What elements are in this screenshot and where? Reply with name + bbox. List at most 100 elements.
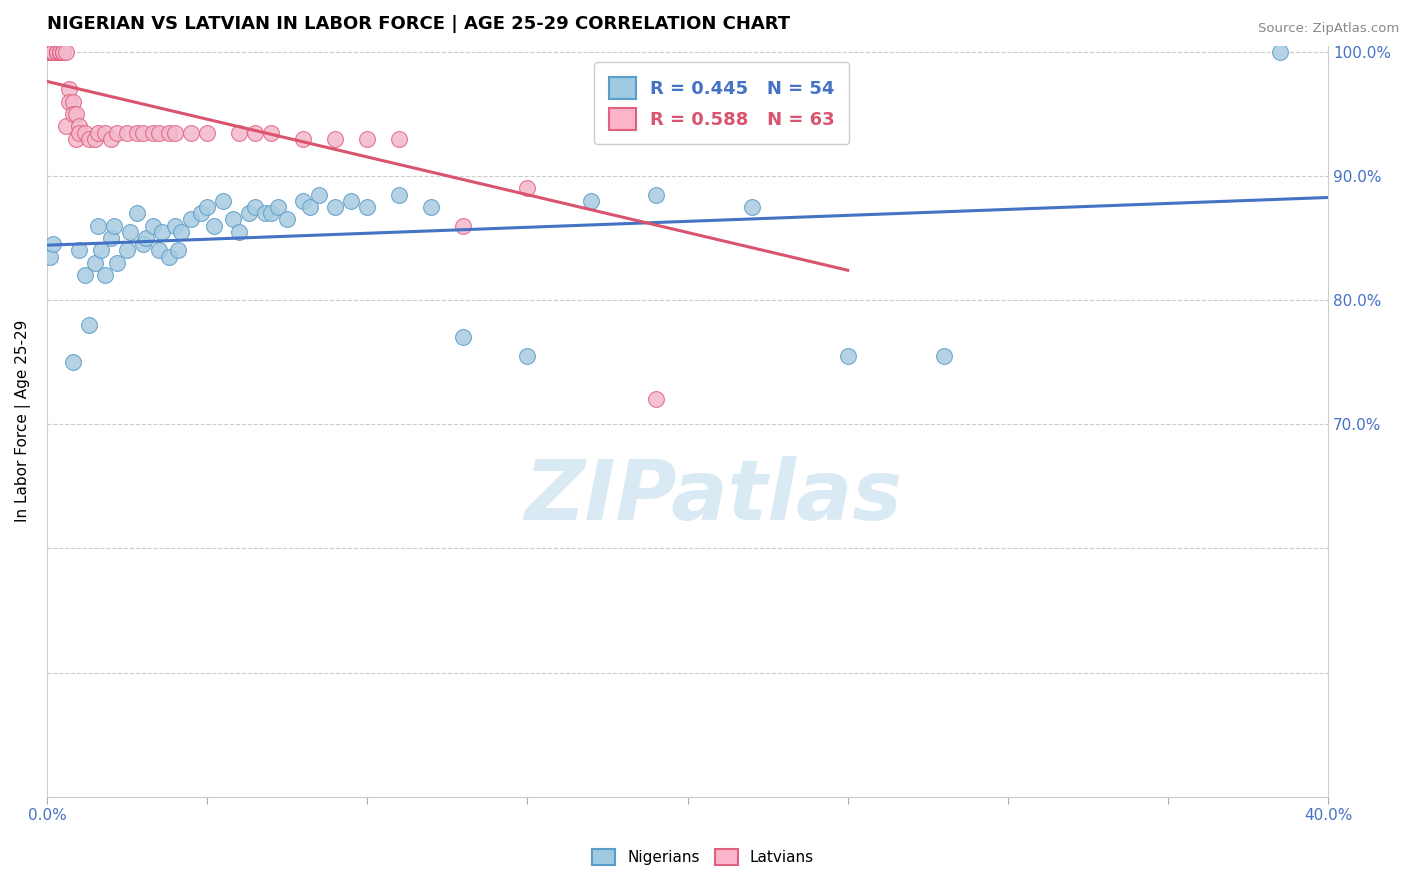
Point <box>243 126 266 140</box>
Point <box>49 45 72 59</box>
Point <box>298 200 321 214</box>
Point <box>644 187 666 202</box>
Point <box>340 194 363 208</box>
Point <box>87 219 110 233</box>
Point <box>125 206 148 220</box>
Point <box>132 126 155 140</box>
Point <box>356 200 378 214</box>
Text: Source: ZipAtlas.com: Source: ZipAtlas.com <box>1258 22 1399 36</box>
Point <box>142 126 165 140</box>
Point <box>388 132 411 146</box>
Point <box>75 268 97 283</box>
Point <box>420 200 443 214</box>
Point <box>39 45 62 59</box>
Point <box>58 95 80 109</box>
Point <box>150 225 173 239</box>
Point <box>45 45 67 59</box>
Point <box>77 132 100 146</box>
Point <box>49 45 72 59</box>
Point <box>39 45 62 59</box>
Point <box>228 225 250 239</box>
Point <box>77 318 100 332</box>
Legend: R = 0.445   N = 54, R = 0.588   N = 63: R = 0.445 N = 54, R = 0.588 N = 63 <box>595 62 849 145</box>
Point <box>148 126 170 140</box>
Point <box>125 126 148 140</box>
Point <box>90 244 112 258</box>
Point <box>157 126 180 140</box>
Point <box>39 45 62 59</box>
Point <box>228 126 250 140</box>
Point <box>356 132 378 146</box>
Point <box>67 126 90 140</box>
Point <box>42 45 65 59</box>
Text: ZIPatlas: ZIPatlas <box>524 456 903 537</box>
Point <box>115 126 138 140</box>
Point <box>516 349 538 363</box>
Point <box>243 200 266 214</box>
Point <box>87 126 110 140</box>
Text: NIGERIAN VS LATVIAN IN LABOR FORCE | AGE 25-29 CORRELATION CHART: NIGERIAN VS LATVIAN IN LABOR FORCE | AGE… <box>46 15 790 33</box>
Point <box>107 256 129 270</box>
Point <box>148 244 170 258</box>
Point <box>142 219 165 233</box>
Point <box>1268 45 1291 59</box>
Point <box>65 107 87 121</box>
Point <box>323 132 346 146</box>
Point <box>180 212 202 227</box>
Point <box>45 45 67 59</box>
Point <box>52 45 75 59</box>
Point <box>115 244 138 258</box>
Point <box>165 219 187 233</box>
Point <box>222 212 245 227</box>
Point <box>45 45 67 59</box>
Point <box>52 45 75 59</box>
Point <box>453 330 475 344</box>
Point <box>170 225 193 239</box>
Point <box>42 45 65 59</box>
Point <box>190 206 212 220</box>
Point <box>75 126 97 140</box>
Point <box>581 194 603 208</box>
Point <box>308 187 330 202</box>
Point <box>276 212 298 227</box>
Point <box>93 268 115 283</box>
Y-axis label: In Labor Force | Age 25-29: In Labor Force | Age 25-29 <box>15 320 31 523</box>
Point <box>49 45 72 59</box>
Point <box>932 349 955 363</box>
Point <box>42 45 65 59</box>
Point <box>39 45 62 59</box>
Point <box>42 45 65 59</box>
Legend: Nigerians, Latvians: Nigerians, Latvians <box>586 843 820 871</box>
Point <box>132 237 155 252</box>
Point <box>292 194 315 208</box>
Point <box>120 225 142 239</box>
Point <box>84 132 107 146</box>
Point <box>39 45 62 59</box>
Point <box>52 45 75 59</box>
Point <box>62 107 84 121</box>
Point <box>516 181 538 195</box>
Point <box>180 126 202 140</box>
Point <box>388 187 411 202</box>
Point <box>195 126 218 140</box>
Point <box>167 244 190 258</box>
Point <box>93 126 115 140</box>
Point <box>42 45 65 59</box>
Point <box>42 237 65 252</box>
Point <box>39 45 62 59</box>
Point <box>135 231 157 245</box>
Point <box>202 219 225 233</box>
Point <box>266 200 288 214</box>
Point <box>195 200 218 214</box>
Point <box>62 95 84 109</box>
Point <box>157 250 180 264</box>
Point <box>253 206 276 220</box>
Point <box>55 120 77 134</box>
Point <box>260 126 283 140</box>
Point <box>52 45 75 59</box>
Point <box>67 120 90 134</box>
Point <box>55 45 77 59</box>
Point <box>84 256 107 270</box>
Point <box>165 126 187 140</box>
Point <box>39 45 62 59</box>
